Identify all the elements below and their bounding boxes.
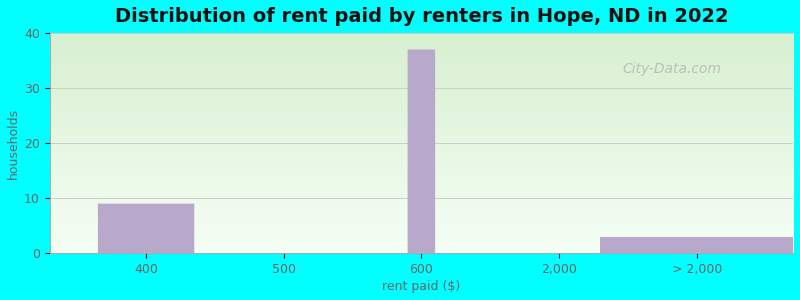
X-axis label: rent paid ($): rent paid ($) (382, 280, 461, 293)
Text: City-Data.com: City-Data.com (622, 62, 721, 76)
Bar (600, 237, 793, 253)
Title: Distribution of rent paid by renters in Hope, ND in 2022: Distribution of rent paid by renters in … (114, 7, 728, 26)
Bar (408, 50, 435, 253)
Y-axis label: households: households (7, 107, 20, 179)
Bar (98, 204, 194, 253)
